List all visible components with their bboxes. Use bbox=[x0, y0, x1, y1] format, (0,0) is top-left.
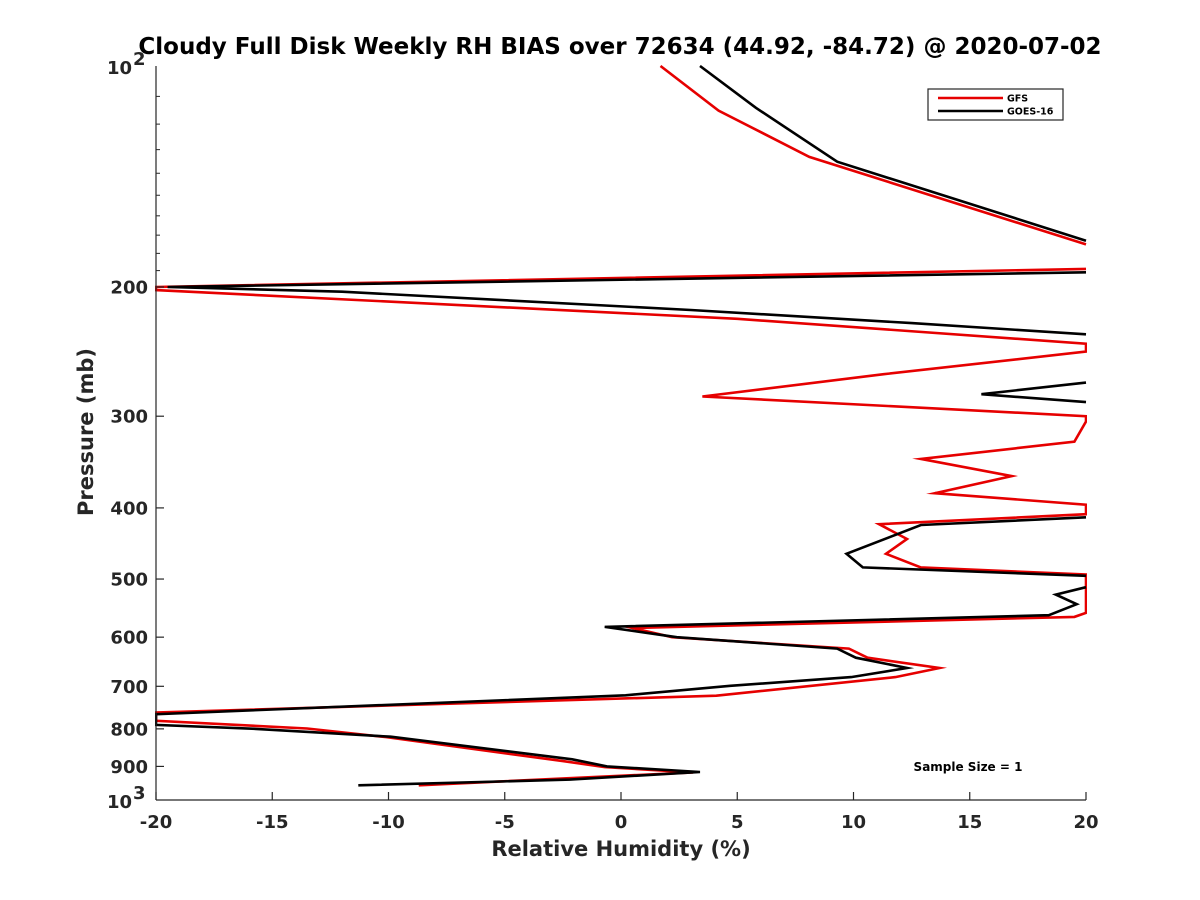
x-tick-label: 15 bbox=[957, 812, 982, 833]
series-line-goes-16-5 bbox=[155, 585, 1087, 787]
y-tick-label: 500 bbox=[110, 570, 148, 591]
y-tick-label-bottom: 10 bbox=[107, 792, 132, 813]
x-tick-label: 0 bbox=[615, 812, 628, 833]
y-tick-label: 700 bbox=[110, 677, 148, 698]
y-tick-label: 800 bbox=[110, 719, 148, 740]
y-tick-label-bottom-exponent: 3 bbox=[133, 783, 146, 804]
series-goes-16 bbox=[155, 65, 1087, 787]
axes-layer: -20 -15 -10 -5 0 5 10 15 20 200 300 400 500 600 700 800… bbox=[107, 49, 1099, 833]
y-tick-label: 600 bbox=[110, 628, 148, 649]
x-tick-label: -10 bbox=[372, 812, 405, 833]
x-axis-label: Relative Humidity (%) bbox=[491, 837, 750, 861]
y-tick-label: 200 bbox=[110, 277, 148, 298]
y-tick-label: 400 bbox=[110, 498, 148, 519]
legend-box bbox=[927, 88, 1064, 121]
x-tick-label: -20 bbox=[140, 812, 173, 833]
y-tick-label-top: 10 bbox=[107, 58, 132, 79]
series-line-goes-16-4 bbox=[843, 516, 1087, 578]
x-tick-label: 5 bbox=[731, 812, 744, 833]
y-tick-label-top-exponent: 2 bbox=[133, 49, 146, 70]
series-line-goes-16-3 bbox=[981, 381, 1087, 404]
y-tick-label: 300 bbox=[110, 407, 148, 428]
series-line-goes-16-2 bbox=[167, 271, 1087, 336]
x-tick-label: 10 bbox=[841, 812, 866, 833]
legend-label-goes-16: GOES-16 bbox=[1007, 107, 1054, 118]
series-line-goes-16-1 bbox=[699, 65, 1087, 242]
chart-title: Cloudy Full Disk Weekly RH BIAS over 726… bbox=[138, 34, 1101, 60]
x-tick-label: 20 bbox=[1073, 812, 1098, 833]
legend-label-gfs: GFS bbox=[1007, 94, 1028, 105]
y-tick-label: 900 bbox=[110, 757, 148, 778]
x-tick-label: -15 bbox=[256, 812, 289, 833]
x-tick-label: -5 bbox=[495, 812, 515, 833]
plot-area-background bbox=[156, 66, 1086, 800]
legend: GFS GOES-16 bbox=[927, 88, 1064, 121]
series-layer bbox=[155, 65, 1087, 787]
y-axis-label: Pressure (mb) bbox=[74, 348, 98, 516]
series-line-gfs-1 bbox=[659, 65, 1087, 246]
sample-size-annotation: Sample Size = 1 bbox=[914, 760, 1023, 774]
